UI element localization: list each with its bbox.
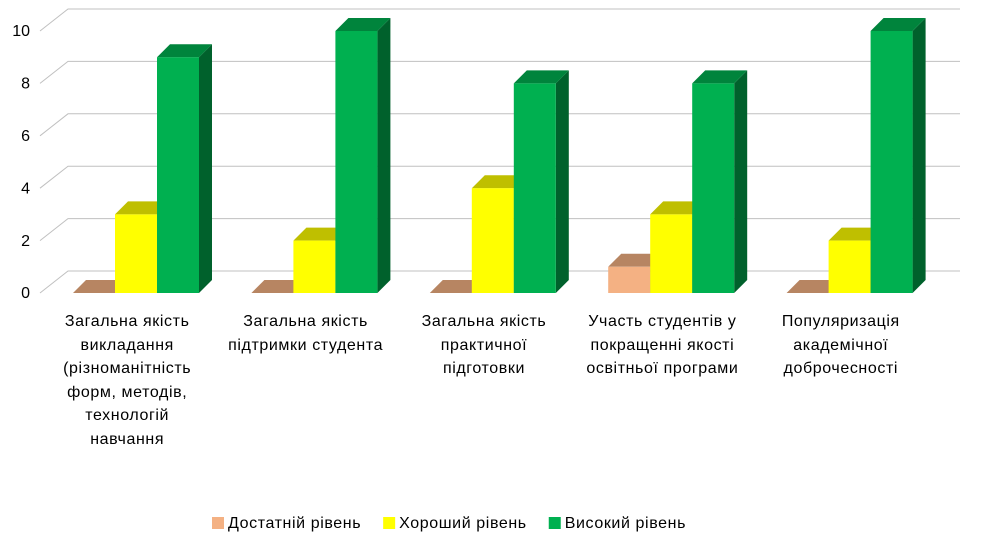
grid-line	[39, 8, 960, 32]
bar-top	[429, 280, 485, 293]
legend-swatch	[383, 517, 396, 529]
bar-top	[293, 227, 349, 241]
y-tick-label: 0	[21, 285, 30, 302]
bar-top	[251, 280, 307, 293]
x-tick-label: Загальна якість викладання (різноманітні…	[63, 313, 192, 448]
bar-top	[828, 227, 884, 241]
grid-line	[39, 60, 960, 84]
y-tick-label: 6	[21, 128, 30, 145]
legend-swatch	[548, 517, 561, 529]
bar-side	[734, 70, 748, 294]
x-tick-label: Загальна якість підтримки студента	[228, 313, 384, 354]
bar-side	[377, 18, 391, 293]
bar-side	[199, 44, 212, 294]
bar-top	[471, 175, 527, 189]
bar	[293, 240, 336, 293]
bar	[650, 214, 693, 293]
bar-top	[115, 201, 170, 215]
bar	[335, 31, 378, 293]
bar-top	[870, 18, 926, 31]
bar	[870, 31, 913, 293]
y-tick-label: 4	[21, 180, 30, 197]
bar	[692, 83, 735, 294]
legend-label: Достатній рівень	[228, 515, 361, 532]
bar-top	[73, 280, 128, 293]
bar	[608, 266, 651, 293]
bar	[157, 57, 199, 294]
bar-top	[157, 44, 212, 58]
bar-top	[650, 201, 706, 215]
grid-line	[39, 165, 960, 189]
bar	[513, 83, 556, 294]
bar-side	[555, 70, 569, 294]
x-tick-label: Загальна якість практичної підготовки	[421, 313, 547, 377]
y-tick-label: 8	[21, 76, 30, 93]
legend-label: Високий рівень	[565, 515, 686, 532]
y-tick-label: 10	[12, 23, 30, 40]
y-tick-label: 2	[21, 233, 30, 250]
legend-swatch	[212, 517, 224, 529]
bar-top	[513, 70, 569, 84]
bar-top	[786, 280, 842, 293]
bar-top	[335, 18, 391, 31]
grid-line	[39, 113, 960, 137]
x-tick-label: Участь студентів у покращенні якості осв…	[586, 313, 739, 377]
bar	[115, 214, 157, 293]
bar-top	[608, 253, 664, 267]
x-tick-label: Популяризація академічної доброчесності	[781, 313, 900, 377]
legend-label: Хороший рівень	[399, 515, 527, 532]
bar	[828, 240, 871, 293]
bar	[471, 188, 514, 293]
bar-side	[912, 18, 926, 293]
bar-top	[692, 70, 748, 84]
